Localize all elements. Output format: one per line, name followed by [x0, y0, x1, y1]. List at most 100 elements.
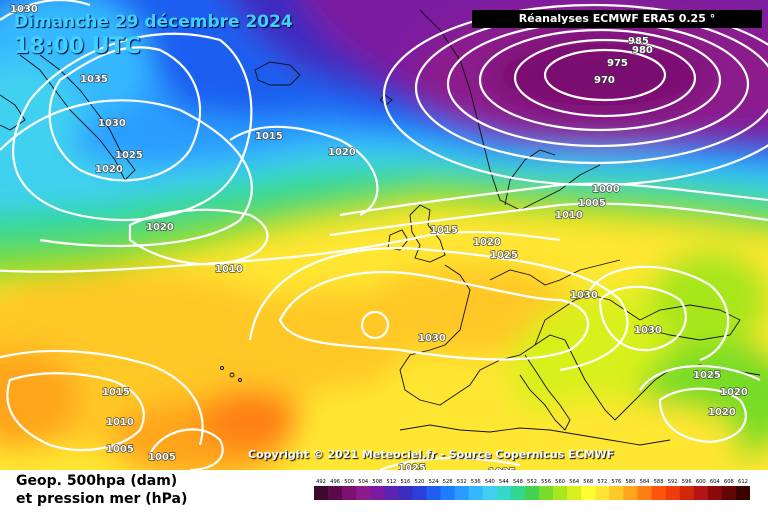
isobar-label: 1005 — [578, 198, 606, 209]
color-scale-label: 532 — [457, 479, 467, 485]
color-scale-label: 492 — [316, 479, 326, 485]
color-scale-box — [440, 486, 455, 500]
color-scale-box — [595, 486, 610, 500]
isobar-label: 1020 — [95, 164, 123, 175]
legend-pressure: et pression mer (hPa) — [16, 491, 188, 507]
color-scale-box — [707, 486, 723, 500]
isobar-lines — [0, 0, 768, 470]
color-scale-box — [426, 486, 441, 500]
color-scale-box — [412, 486, 427, 500]
color-scale-label: 576 — [611, 479, 621, 485]
color-scale-box — [524, 486, 540, 500]
isobar-label: 1010 — [106, 417, 134, 428]
legend-bar: Geop. 500hpa (dam) et pression mer (hPa)… — [0, 470, 768, 512]
isobar-label: 1030 — [418, 333, 446, 344]
color-scale-box — [468, 486, 484, 500]
color-scale-box — [651, 486, 666, 500]
color-scale-box — [553, 486, 568, 500]
color-scale-box — [679, 486, 695, 500]
color-scale-label: 604 — [710, 479, 721, 485]
isobar-label: 1035 — [80, 74, 108, 85]
geopotential-map: 1030 1035 1030 1025 1020 1015 1020 1020 1010 1015… — [0, 0, 768, 470]
color-scale-box — [496, 486, 512, 500]
color-scale-box — [342, 486, 357, 500]
isobar-label: 1030 — [98, 118, 126, 129]
color-scale-label: 548 — [513, 479, 523, 485]
isobar-label: 1020 — [720, 387, 748, 398]
color-scale-label: 500 — [344, 479, 354, 485]
isobar-label: 1030 — [570, 290, 598, 301]
color-scale: 492 496 500 504 508 512 516 520 524 528 532 536 540 5… — [314, 479, 750, 500]
map-time: 18:00 UTC — [14, 34, 141, 59]
isobar-label: 1030 — [10, 4, 38, 15]
isobar-label: 1020 — [708, 407, 736, 418]
color-scale-box — [328, 486, 343, 500]
isobar-label: 1000 — [592, 184, 620, 195]
color-scale-box — [482, 486, 498, 500]
isobar-label: 1020 — [328, 147, 356, 158]
color-scale-label: 600 — [696, 479, 706, 485]
color-scale-label: 508 — [372, 479, 382, 485]
color-scale-box — [693, 486, 709, 500]
isobar-label: 1025 — [488, 467, 516, 470]
isobar-label: 1010 — [215, 264, 243, 275]
color-scale-box — [454, 486, 470, 500]
color-scale-box — [567, 486, 582, 500]
color-scale-label: 564 — [569, 479, 580, 485]
color-scale-label: 496 — [330, 479, 340, 485]
color-scale-box — [384, 486, 399, 500]
color-scale-label: 580 — [625, 479, 635, 485]
color-scale-label: 584 — [640, 479, 651, 485]
color-scale-box — [735, 486, 750, 500]
isobar-label: 1025 — [115, 150, 143, 161]
isobar-label: 1030 — [634, 325, 662, 336]
color-scale-label: 568 — [583, 479, 593, 485]
color-scale-boxes — [314, 486, 750, 500]
color-scale-label: 612 — [738, 479, 748, 485]
color-scale-box — [510, 486, 526, 500]
color-scale-label: 516 — [400, 479, 410, 485]
isobar-label: 1015 — [430, 225, 458, 236]
color-scale-label: 552 — [527, 479, 537, 485]
color-scale-box — [370, 486, 385, 500]
isobar-label: 1020 — [473, 237, 501, 248]
map-date: Dimanche 29 décembre 2024 — [14, 12, 293, 32]
color-scale-label: 592 — [668, 479, 678, 485]
copyright-notice: Copyright © 2021 Meteociel.fr - Source C… — [248, 448, 615, 461]
isobar-label: 1025 — [490, 250, 518, 261]
isobar-labels: 1030 1035 1030 1025 1020 1015 1020 1020 1010 1015… — [9, 3, 748, 470]
source-badge: Réanalyses ECMWF ERA5 0.25 ° — [472, 10, 762, 28]
color-scale-label: 596 — [682, 479, 692, 485]
color-scale-label: 608 — [724, 479, 734, 485]
legend-geopotential: Geop. 500hpa (dam) — [16, 473, 178, 489]
geopotential-color-field — [0, 0, 768, 470]
color-scale-label: 512 — [386, 479, 396, 485]
isobar-label: 1025 — [693, 370, 721, 381]
color-scale-label: 524 — [429, 479, 440, 485]
color-scale-box — [609, 486, 624, 500]
color-scale-label: 556 — [541, 479, 551, 485]
isobar-label: 980 — [632, 45, 653, 56]
color-scale-label: 528 — [443, 479, 453, 485]
isobar-label: 1020 — [146, 222, 174, 233]
color-scale-box — [665, 486, 680, 500]
isobar-label: 1005 — [148, 452, 176, 463]
color-scale-label: 536 — [471, 479, 481, 485]
color-scale-label: 588 — [654, 479, 664, 485]
color-scale-box — [356, 486, 371, 500]
isobar-label: 1025 — [398, 463, 426, 470]
color-scale-box — [637, 486, 652, 500]
color-scale-labels: 492 496 500 504 508 512 516 520 524 528 532 536 540 5… — [316, 479, 748, 485]
isobar-label: 985 — [628, 36, 649, 47]
color-scale-label: 520 — [415, 479, 425, 485]
isobar-label: 970 — [594, 75, 615, 86]
color-scale-box — [398, 486, 413, 500]
isobar-label: 975 — [607, 58, 628, 69]
color-scale-label: 572 — [597, 479, 607, 485]
color-scale-box — [721, 486, 737, 500]
isobar-label: 1005 — [106, 444, 134, 455]
isobar-label: 1010 — [555, 210, 583, 221]
color-scale-label: 540 — [485, 479, 495, 485]
color-scale-label: 504 — [358, 479, 369, 485]
